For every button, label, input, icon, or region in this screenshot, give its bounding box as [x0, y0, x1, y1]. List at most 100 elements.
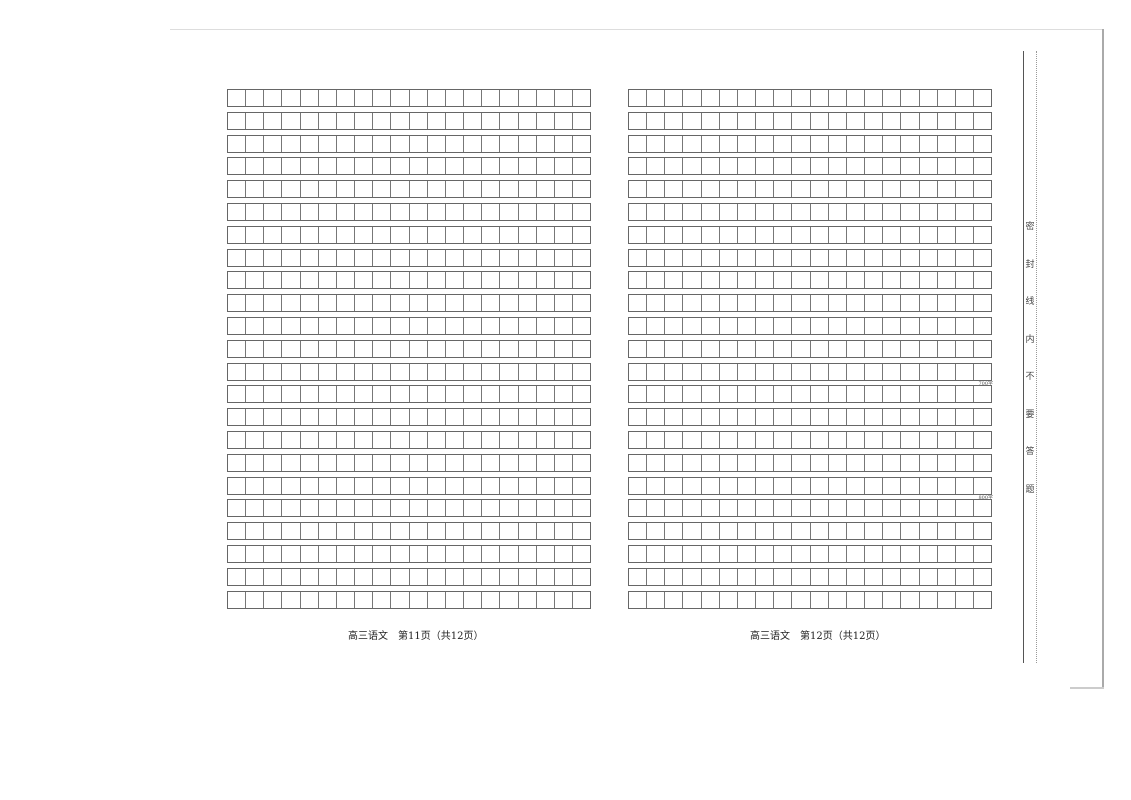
grid-cell: [573, 113, 590, 129]
grid-cell: [901, 500, 920, 517]
grid-cell: [373, 546, 392, 562]
grid-cell: [829, 112, 847, 129]
grid-cell: [228, 249, 247, 266]
grid-cell: [410, 477, 428, 494]
grid-cell: [956, 181, 974, 198]
grid-cell: [573, 295, 590, 311]
grid-cell: [847, 135, 866, 152]
grid-cell: [702, 226, 720, 243]
grid-cell: [665, 318, 684, 334]
grid-cell: [847, 90, 866, 106]
grid-cell: [428, 409, 446, 426]
grid-cell: [428, 454, 446, 471]
grid-cell: [792, 340, 811, 357]
grid-cell: [482, 454, 501, 471]
grid-cell: [738, 249, 757, 266]
grid-cell: [228, 181, 247, 198]
grid-cell: [282, 226, 301, 243]
grid-cell: [811, 546, 829, 562]
grid-cell: [337, 295, 356, 312]
grid-row: [628, 111, 992, 130]
grid-cell: [319, 523, 337, 540]
grid-cell: [901, 204, 920, 220]
grid-cell: [901, 340, 920, 357]
grid-cell: [264, 340, 283, 357]
grid-cell: [702, 363, 720, 380]
grid-cell: [938, 226, 956, 243]
grid-cell: [301, 158, 319, 175]
grid-cell: [774, 340, 793, 357]
seal-char: 线: [1025, 297, 1035, 307]
grid-cell: [373, 90, 392, 106]
grid-cell: [920, 318, 938, 334]
grid-cell: [956, 477, 974, 494]
grid-cell: [482, 135, 501, 152]
grid-cell: [446, 546, 465, 562]
grid-row: [227, 408, 591, 427]
grid-cell: [464, 477, 483, 494]
grid-cell: [811, 500, 829, 517]
grid-cell: [373, 477, 392, 494]
seal-char: 密: [1025, 222, 1035, 232]
grid-cell: [337, 249, 356, 266]
grid-cell: [482, 90, 501, 106]
grid-cell: [246, 591, 265, 608]
grid-cell: [282, 477, 301, 494]
grid-cell: [355, 591, 374, 608]
grid-cell: [811, 432, 829, 448]
grid-cell: [573, 227, 590, 243]
grid-cell: [956, 568, 974, 585]
grid-cell: [319, 295, 337, 312]
grid-cell: [446, 591, 465, 608]
grid-row: [628, 225, 992, 244]
grid-cell: [738, 204, 757, 220]
grid-cell: [482, 432, 501, 448]
grid-cell: [391, 477, 410, 494]
grid-cell: [519, 204, 537, 220]
grid-cell: [756, 272, 775, 289]
grid-cell: [883, 477, 902, 494]
grid-cell: [464, 249, 483, 266]
grid-cell: [702, 181, 720, 198]
grid-cell: [665, 546, 684, 562]
grid-cell: [901, 523, 920, 540]
seal-notice: 密 封 线 内 不 要 答 题: [1024, 220, 1036, 520]
grid-cell: [920, 249, 938, 266]
grid-cell: [482, 568, 501, 585]
grid-cell: [647, 204, 666, 220]
grid-cell: [410, 249, 428, 266]
grid-cell: [246, 386, 265, 403]
grid-cell: [883, 523, 902, 540]
grid-cell: [573, 318, 590, 334]
grid-row: [628, 567, 992, 586]
grid-cell: [883, 454, 902, 471]
grid-cell: [647, 409, 666, 426]
grid-cell: [883, 432, 902, 448]
grid-cell: [555, 318, 573, 334]
grid-cell: [683, 135, 702, 152]
grid-cell: [282, 409, 301, 426]
grid-cell: [282, 546, 301, 562]
grid-cell: [702, 500, 720, 517]
grid-row: [227, 590, 591, 609]
grid-cell: [647, 546, 666, 562]
grid-row: [227, 294, 591, 313]
grid-cell: [938, 318, 956, 334]
grid-cell: [702, 386, 720, 403]
grid-cell: [500, 568, 519, 585]
grid-cell: [391, 226, 410, 243]
grid-cell: [683, 112, 702, 129]
grid-cell: [974, 295, 991, 311]
grid-cell: [428, 568, 446, 585]
grid-cell: [537, 409, 555, 426]
grid-row: [628, 157, 992, 176]
grid-cell: [464, 135, 483, 152]
grid-cell: [883, 318, 902, 334]
grid-cell: [738, 295, 757, 312]
grid-cell: [555, 90, 573, 106]
grid-cell: [337, 112, 356, 129]
grid-cell: [573, 592, 590, 608]
grid-row: [628, 431, 992, 449]
grid-cell: [464, 204, 483, 220]
grid-cell: [446, 500, 465, 517]
